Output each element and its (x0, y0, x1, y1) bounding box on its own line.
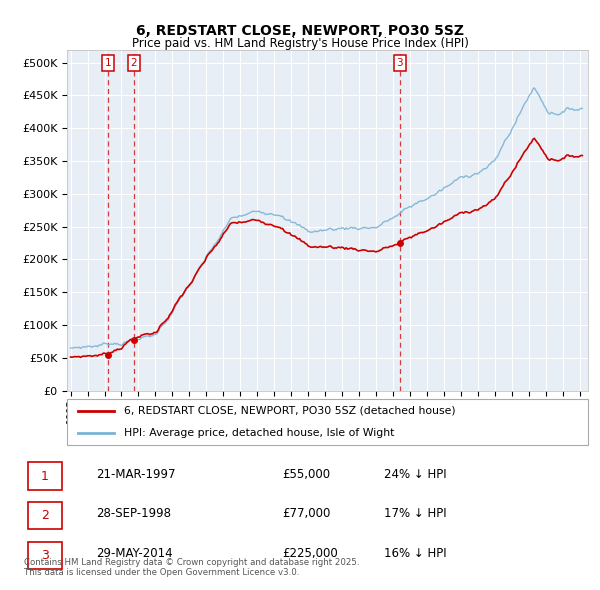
Text: 16% ↓ HPI: 16% ↓ HPI (384, 547, 446, 560)
Text: 28-SEP-1998: 28-SEP-1998 (96, 507, 171, 520)
Text: £77,000: £77,000 (282, 507, 331, 520)
FancyBboxPatch shape (67, 399, 588, 444)
Text: 3: 3 (397, 58, 403, 68)
Text: 6, REDSTART CLOSE, NEWPORT, PO30 5SZ: 6, REDSTART CLOSE, NEWPORT, PO30 5SZ (136, 24, 464, 38)
Text: Contains HM Land Registry data © Crown copyright and database right 2025.
This d: Contains HM Land Registry data © Crown c… (24, 558, 359, 577)
Text: 2: 2 (41, 509, 49, 522)
Text: 24% ↓ HPI: 24% ↓ HPI (384, 468, 446, 481)
Text: 17% ↓ HPI: 17% ↓ HPI (384, 507, 446, 520)
FancyBboxPatch shape (28, 502, 62, 529)
Text: 21-MAR-1997: 21-MAR-1997 (96, 468, 176, 481)
Text: 1: 1 (41, 470, 49, 483)
FancyBboxPatch shape (28, 542, 62, 569)
Text: 6, REDSTART CLOSE, NEWPORT, PO30 5SZ (detached house): 6, REDSTART CLOSE, NEWPORT, PO30 5SZ (de… (124, 406, 456, 416)
Text: £225,000: £225,000 (282, 547, 338, 560)
Text: 29-MAY-2014: 29-MAY-2014 (96, 547, 173, 560)
Text: £55,000: £55,000 (282, 468, 330, 481)
Text: 2: 2 (131, 58, 137, 68)
Text: 1: 1 (105, 58, 112, 68)
FancyBboxPatch shape (28, 463, 62, 490)
Text: HPI: Average price, detached house, Isle of Wight: HPI: Average price, detached house, Isle… (124, 428, 395, 438)
Text: Price paid vs. HM Land Registry's House Price Index (HPI): Price paid vs. HM Land Registry's House … (131, 37, 469, 50)
Text: 3: 3 (41, 549, 49, 562)
